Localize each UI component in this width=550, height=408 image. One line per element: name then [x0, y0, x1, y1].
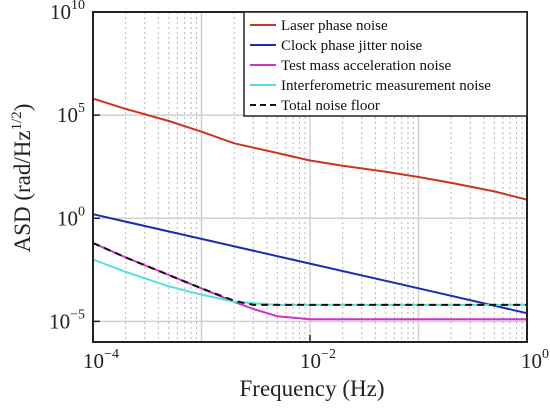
legend-label: Total noise floor — [281, 98, 380, 114]
y-tick-label-exponent: 5 — [78, 101, 85, 116]
y-axis-label: ASD (rad/Hz1/2) — [9, 104, 35, 253]
series-line-1 — [92, 97, 528, 201]
y-tick-label: 100 — [57, 204, 85, 230]
y-tick-label-base: 10 — [57, 206, 78, 230]
legend-label: Clock phase jitter noise — [281, 38, 423, 54]
x-axis-label: Frequency (Hz) — [240, 376, 385, 401]
legend-label: Laser phase noise — [281, 18, 388, 34]
legend-label: Interferometric measurement noise — [281, 78, 491, 94]
y-tick-label-exponent: 0 — [78, 204, 85, 219]
y-tick-label-exponent: 10 — [71, 0, 85, 13]
legend: Laser phase noise Clock phase jitter nois… — [243, 11, 528, 117]
y-tick-label: 1010 — [50, 0, 85, 24]
y-tick-label-base: 10 — [49, 309, 70, 333]
y-axis-label-text: ASD (rad/Hz — [10, 130, 35, 252]
x-tick-label: 100 — [521, 347, 549, 373]
y-tick-label: 10−5 — [49, 307, 85, 333]
y-tick-label: 105 — [57, 101, 85, 127]
y-axis-label-exponent: 1/2 — [9, 111, 25, 130]
series-line-5 — [92, 242, 527, 306]
y-tick-label-base: 10 — [50, 0, 71, 24]
legend-label: Test mass acceleration noise — [281, 58, 451, 74]
x-tick-label-base: 10 — [300, 349, 321, 373]
x-tick-label-exponent: −2 — [321, 347, 336, 362]
series-line-2 — [92, 213, 528, 315]
y-axis-label-close: ) — [10, 104, 35, 112]
legend-box — [243, 11, 528, 117]
x-tick-label-exponent: −4 — [104, 347, 119, 362]
x-tick-label-exponent: 0 — [542, 347, 549, 362]
x-tick-label: 10−4 — [83, 347, 119, 373]
series-line-3 — [92, 242, 527, 321]
y-tick-label-exponent: −5 — [70, 307, 85, 322]
x-tick-label-base: 10 — [521, 349, 542, 373]
x-tick-label-base: 10 — [83, 349, 104, 373]
x-tick-label: 10−2 — [300, 347, 336, 373]
series-lines — [92, 97, 528, 321]
y-tick-label-base: 10 — [57, 103, 78, 127]
